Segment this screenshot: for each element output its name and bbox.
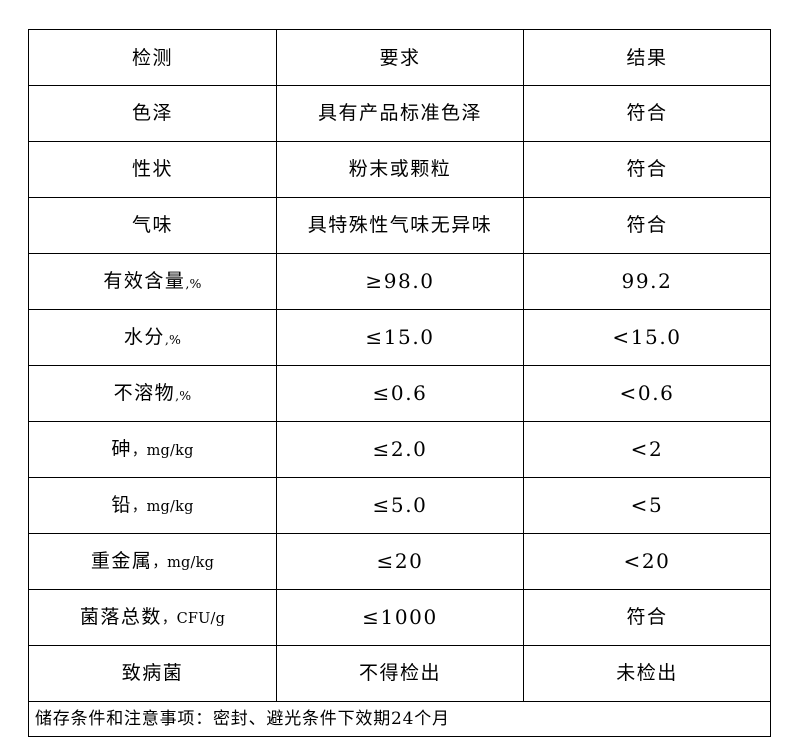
header-label-requirement: 要求 xyxy=(379,46,421,69)
table-row: 菌落总数，CFU/g ≤1000 符合 xyxy=(28,589,771,646)
item-label: 性状 xyxy=(131,158,173,181)
result-value: 符合 xyxy=(626,214,668,237)
cell-requirement: 具有产品标准色泽 xyxy=(276,85,524,142)
cell-storage-note: 储存条件和注意事项：密封、避光条件下效期24个月 xyxy=(28,701,771,737)
cell-result: 99.2 xyxy=(523,253,771,310)
requirement-value: ≤2.0 xyxy=(372,437,428,462)
cell-item: 气味 xyxy=(28,197,277,254)
result-value: <0.6 xyxy=(619,381,675,406)
item-label: 重金属 xyxy=(90,550,153,573)
requirement-value: ≤15.0 xyxy=(365,325,435,350)
table-row: 色泽 具有产品标准色泽 符合 xyxy=(28,85,771,142)
table-row: 水分,% ≤15.0 <15.0 xyxy=(28,309,771,366)
item-label: 菌落总数 xyxy=(79,606,162,629)
item-unit: ，mg/kg xyxy=(131,499,194,516)
cell-requirement: ≤1000 xyxy=(276,589,524,646)
cell-result: <2 xyxy=(523,421,771,478)
item-label: 色泽 xyxy=(131,102,173,125)
cell-requirement: 具特殊性气味无异味 xyxy=(276,197,524,254)
requirement-value: ≤1000 xyxy=(362,605,438,630)
cell-result: 符合 xyxy=(523,589,771,646)
table-row: 铅，mg/kg ≤5.0 <5 xyxy=(28,477,771,534)
cell-requirement: ≤5.0 xyxy=(276,477,524,534)
cell-requirement: 粉末或颗粒 xyxy=(276,141,524,198)
table-row: 性状 粉末或颗粒 符合 xyxy=(28,141,771,198)
table-body: 检测 要求 结果 色泽 具有产品标准色泽 符合 xyxy=(28,29,771,737)
result-value: 99.2 xyxy=(621,269,673,294)
result-value: <15.0 xyxy=(612,325,682,350)
item-unit: ，mg/kg xyxy=(131,443,194,460)
table-row: 不溶物,% ≤0.6 <0.6 xyxy=(28,365,771,422)
cell-requirement: ≥98.0 xyxy=(276,253,524,310)
cell-requirement: ≤0.6 xyxy=(276,365,524,422)
result-value: 符合 xyxy=(626,102,668,125)
item-label: 致病菌 xyxy=(121,662,184,685)
item-unit: ,% xyxy=(175,388,192,404)
requirement-value: ≤0.6 xyxy=(372,381,428,406)
table-row: 致病菌 不得检出 未检出 xyxy=(28,645,771,702)
cell-requirement: 不得检出 xyxy=(276,645,524,702)
requirement-value: 不得检出 xyxy=(358,662,441,685)
table-note-row: 储存条件和注意事项：密封、避光条件下效期24个月 xyxy=(28,701,771,737)
requirement-value: ≥98.0 xyxy=(365,269,435,294)
storage-note-text: 储存条件和注意事项：密封、避光条件下效期24个月 xyxy=(35,708,450,729)
item-label: 砷 xyxy=(111,438,132,461)
cell-result: 未检出 xyxy=(523,645,771,702)
cell-item: 色泽 xyxy=(28,85,277,142)
cell-result: <5 xyxy=(523,477,771,534)
cell-item: 性状 xyxy=(28,141,277,198)
result-value: <5 xyxy=(630,493,664,518)
cell-result: 符合 xyxy=(523,85,771,142)
cell-item: 铅，mg/kg xyxy=(28,477,277,534)
table-row: 有效含量,% ≥98.0 99.2 xyxy=(28,253,771,310)
header-cell-item: 检测 xyxy=(28,29,277,86)
cell-result: <15.0 xyxy=(523,309,771,366)
cell-result: <0.6 xyxy=(523,365,771,422)
item-label: 气味 xyxy=(131,214,173,237)
item-label: 不溶物 xyxy=(113,382,176,405)
cell-result: <20 xyxy=(523,533,771,590)
cell-requirement: ≤15.0 xyxy=(276,309,524,366)
cell-result: 符合 xyxy=(523,141,771,198)
cell-item: 重金属，mg/kg xyxy=(28,533,277,590)
cell-item: 砷，mg/kg xyxy=(28,421,277,478)
cell-item: 不溶物,% xyxy=(28,365,277,422)
table-row: 砷，mg/kg ≤2.0 <2 xyxy=(28,421,771,478)
item-label: 有效含量 xyxy=(103,270,186,293)
result-value: 未检出 xyxy=(616,662,678,685)
item-unit: ，CFU/g xyxy=(161,611,226,628)
item-unit: ，mg/kg xyxy=(152,555,215,572)
specification-table: 检测 要求 结果 色泽 具有产品标准色泽 符合 xyxy=(28,29,771,737)
table-row: 气味 具特殊性气味无异味 符合 xyxy=(28,197,771,254)
table-row: 重金属，mg/kg ≤20 <20 xyxy=(28,533,771,590)
result-value: <20 xyxy=(623,549,671,574)
cell-requirement: ≤2.0 xyxy=(276,421,524,478)
requirement-value: 粉末或颗粒 xyxy=(348,158,452,181)
result-value: <2 xyxy=(630,437,664,462)
requirement-value: ≤20 xyxy=(376,549,424,574)
result-value: 符合 xyxy=(626,158,668,181)
item-unit: ,% xyxy=(164,332,182,348)
requirement-value: ≤5.0 xyxy=(372,493,428,518)
cell-requirement: ≤20 xyxy=(276,533,524,590)
cell-item: 致病菌 xyxy=(28,645,277,702)
requirement-value: 具特殊性气味无异味 xyxy=(307,214,493,237)
cell-item: 有效含量,% xyxy=(28,253,277,310)
cell-item: 菌落总数，CFU/g xyxy=(28,589,277,646)
item-label: 铅 xyxy=(111,494,132,517)
requirement-value: 具有产品标准色泽 xyxy=(317,102,482,125)
item-unit: ,% xyxy=(185,276,202,292)
cell-item: 水分,% xyxy=(28,309,277,366)
header-label-item: 检测 xyxy=(131,46,173,69)
item-label: 水分 xyxy=(123,326,165,349)
table-header-row: 检测 要求 结果 xyxy=(28,29,771,86)
cell-result: 符合 xyxy=(523,197,771,254)
header-label-result: 结果 xyxy=(626,46,668,69)
result-value: 符合 xyxy=(626,606,668,629)
header-cell-result: 结果 xyxy=(523,29,771,86)
header-cell-requirement: 要求 xyxy=(276,29,524,86)
